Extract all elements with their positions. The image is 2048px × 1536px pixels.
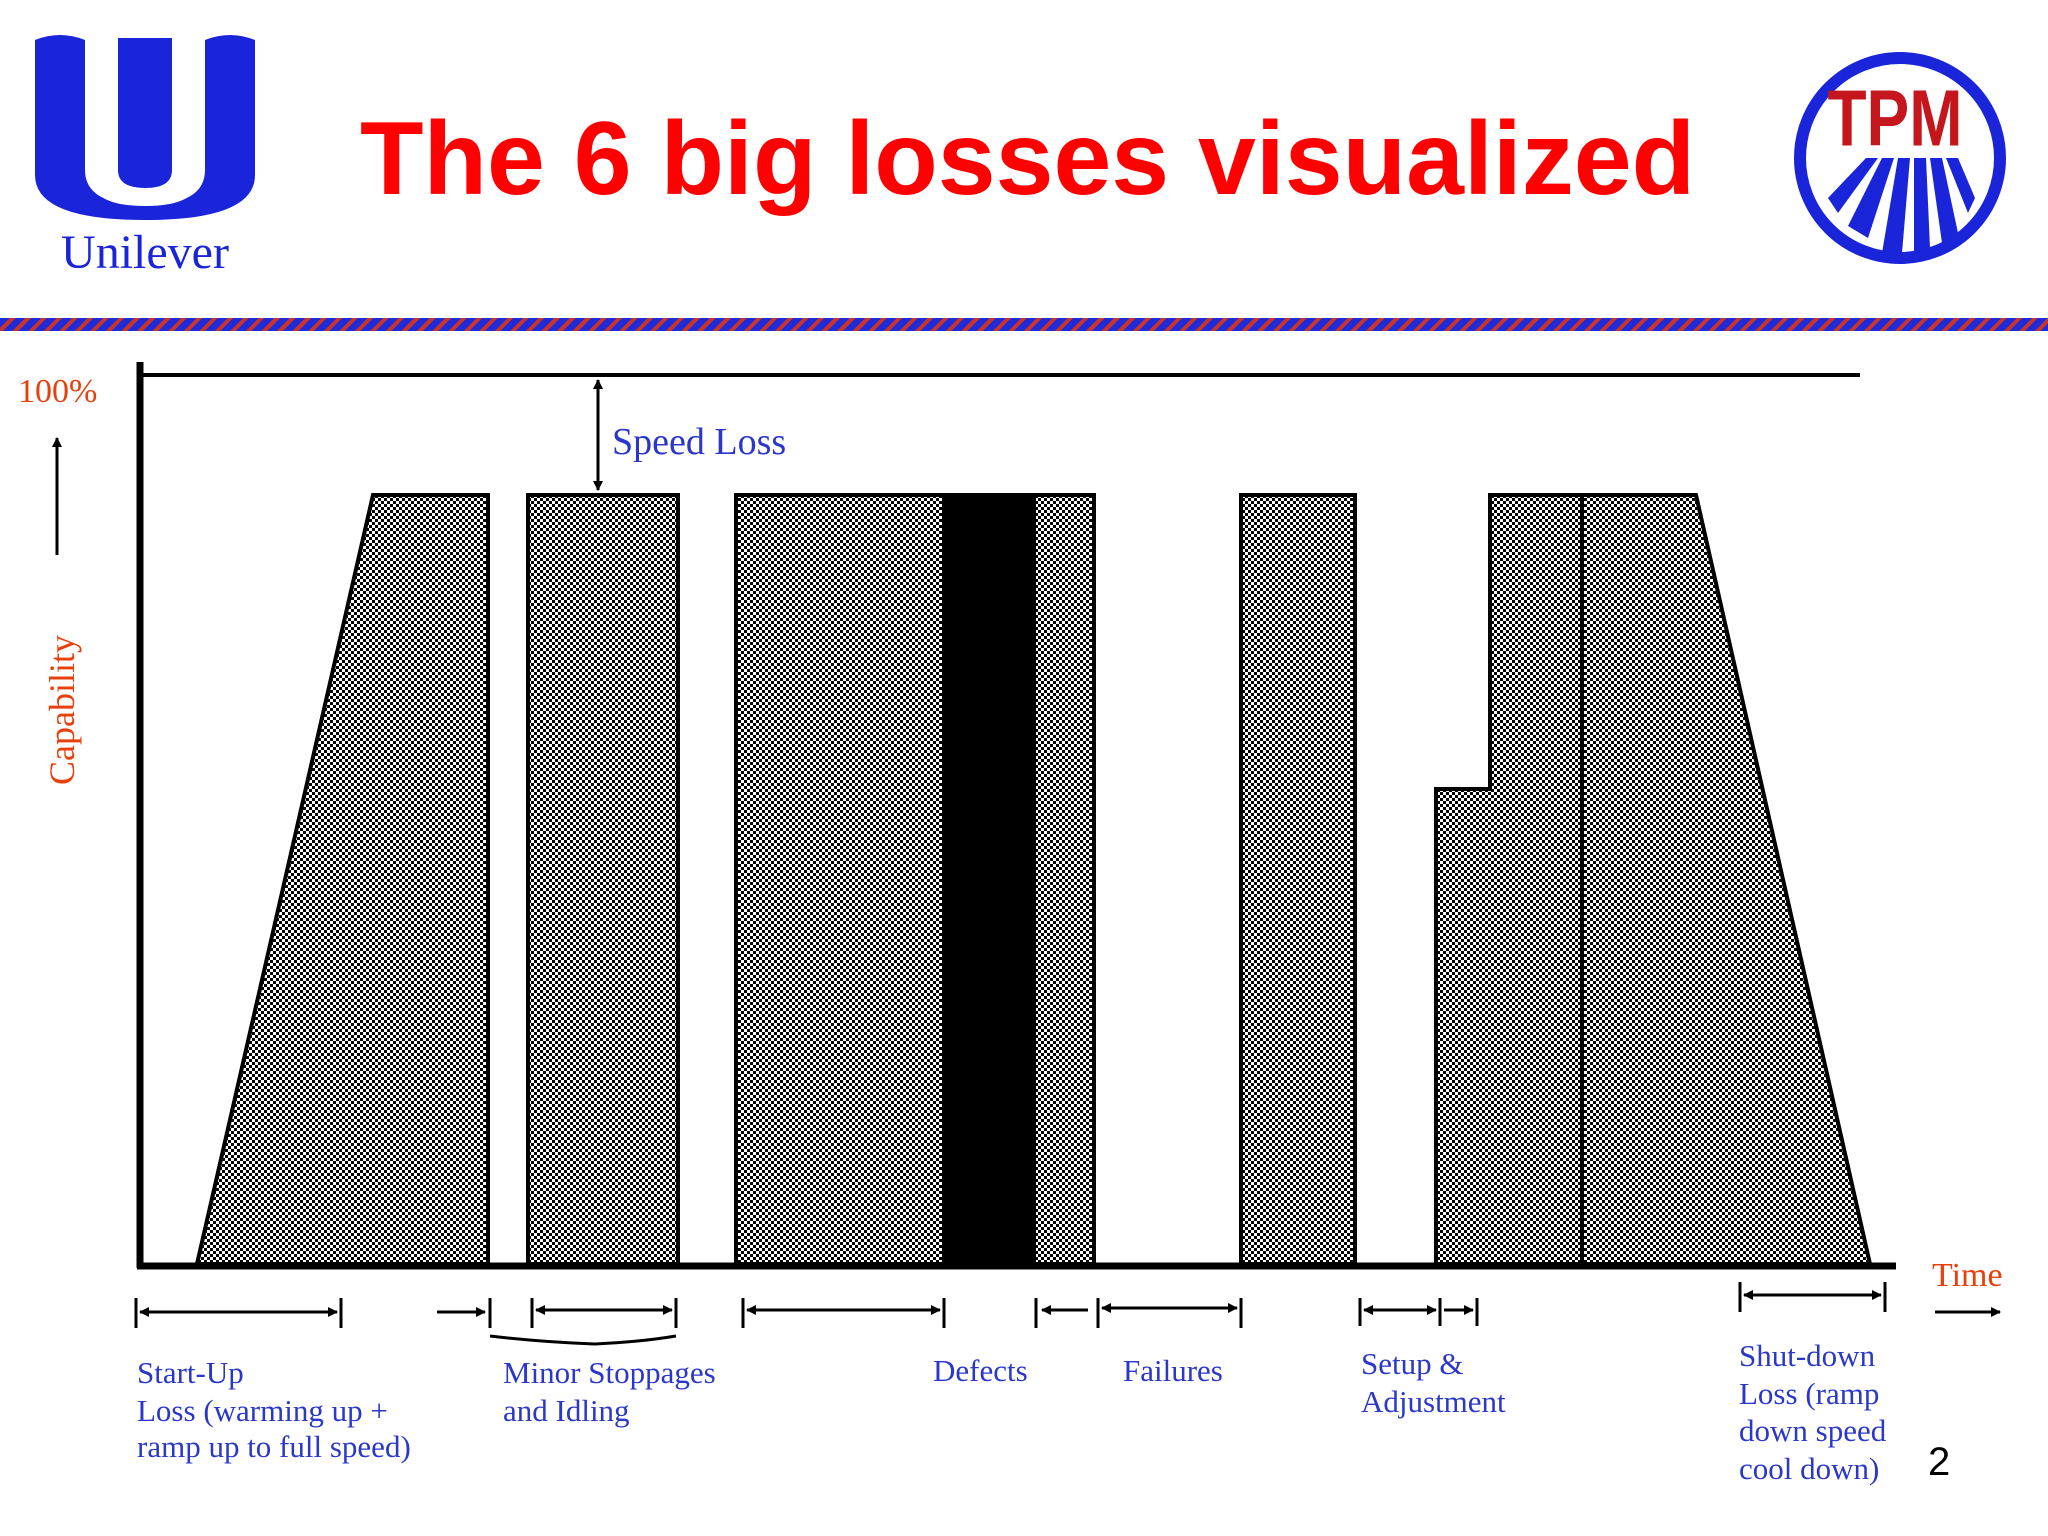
block-defects — [942, 493, 1036, 1266]
header-divider — [0, 318, 2048, 331]
block-defects-after — [1032, 493, 1096, 1266]
speed-loss-label: Speed Loss — [612, 421, 786, 463]
block-minor-stoppage — [526, 493, 680, 1266]
y-axis-label: Capability — [42, 635, 82, 785]
loss-label-shutdown: Shut-down Loss (ramp down speed cool dow… — [1739, 1338, 1894, 1486]
x-axis-label: Time — [1932, 1257, 2003, 1294]
unilever-wordmark: Unilever — [61, 226, 229, 279]
block-setup-adjustment — [1434, 493, 1584, 1266]
y-max-label: 100% — [18, 373, 97, 410]
tpm-logo: TPM — [1794, 52, 2006, 264]
losses-diagram: Speed Loss 100% Capability Time — [18, 362, 2003, 1486]
unilever-u-icon — [35, 35, 255, 220]
loss-label-startup: Start-Up Loss (warming up + ramp up to f… — [137, 1355, 411, 1464]
tpm-wordmark: TPM — [1827, 74, 1962, 163]
loss-label-defects: Defects — [933, 1353, 1028, 1388]
block-startup-ramp — [194, 493, 490, 1266]
slide-title: The 6 big losses visualized — [360, 101, 1696, 217]
loss-label-setup: Setup & Adjustment — [1361, 1346, 1506, 1419]
tpm-rays-icon — [1828, 158, 1975, 253]
minor-brace — [489, 1334, 677, 1346]
block-shutdown-ramp — [1580, 493, 1873, 1266]
block-defects-before — [734, 493, 946, 1266]
loss-label-failures: Failures — [1123, 1353, 1223, 1388]
loss-label-minor-stoppages: Minor Stoppages and Idling — [503, 1355, 723, 1428]
block-failures-after — [1239, 493, 1357, 1266]
page-number: 2 — [1928, 1440, 1951, 1484]
unilever-logo: Unilever — [35, 35, 255, 279]
